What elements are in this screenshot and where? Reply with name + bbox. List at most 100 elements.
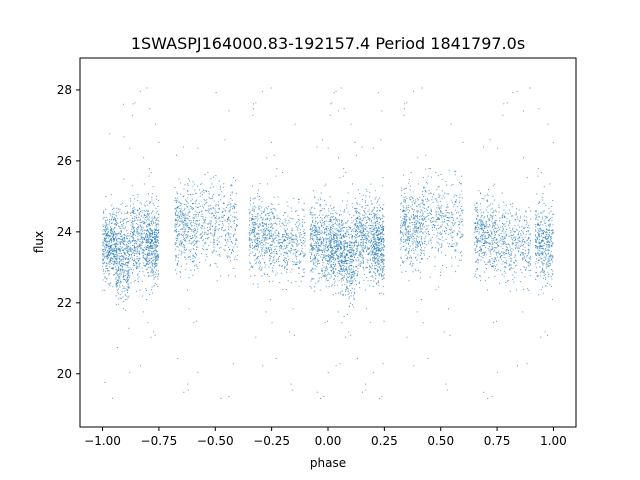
data-point <box>325 255 327 257</box>
data-point <box>123 223 125 224</box>
data-point <box>338 231 340 233</box>
data-point <box>154 244 156 246</box>
data-point <box>174 242 176 244</box>
data-point <box>117 217 119 219</box>
data-point <box>332 268 334 270</box>
data-point <box>146 255 148 257</box>
data-point <box>329 231 331 233</box>
data-point <box>105 256 107 258</box>
data-point <box>184 213 186 215</box>
data-point <box>324 215 326 217</box>
data-point <box>356 203 358 205</box>
data-point <box>105 229 107 231</box>
data-point <box>132 234 134 236</box>
data-point <box>342 256 344 258</box>
data-point <box>115 277 117 279</box>
data-point <box>321 139 323 141</box>
data-point <box>346 236 348 238</box>
data-point <box>182 212 183 214</box>
data-point <box>345 260 347 262</box>
data-point <box>123 243 125 245</box>
data-point <box>266 208 268 210</box>
data-point <box>137 246 139 248</box>
data-point <box>311 217 313 219</box>
data-point <box>176 235 178 237</box>
data-point <box>261 219 263 221</box>
data-point <box>116 207 118 209</box>
data-point <box>107 237 109 239</box>
data-point <box>383 220 385 222</box>
data-point <box>326 268 328 270</box>
data-point <box>261 249 263 251</box>
data-point <box>213 193 215 195</box>
data-point <box>382 262 384 264</box>
data-point <box>141 221 143 223</box>
data-point <box>267 247 269 249</box>
data-point <box>376 249 378 251</box>
data-point <box>153 233 155 235</box>
data-point <box>286 253 288 255</box>
data-point <box>156 257 158 259</box>
data-point <box>290 232 292 234</box>
data-point <box>209 204 211 206</box>
data-point <box>377 254 379 256</box>
data-point <box>379 222 381 224</box>
data-point <box>115 284 117 286</box>
data-point <box>137 239 139 241</box>
data-point <box>315 244 317 246</box>
data-point <box>116 282 118 284</box>
data-point <box>113 262 115 264</box>
data-point <box>337 256 339 258</box>
data-point <box>155 247 157 249</box>
data-point <box>103 262 105 264</box>
data-point <box>146 236 148 238</box>
data-point <box>128 287 130 289</box>
data-point <box>156 263 158 265</box>
data-point <box>156 233 158 235</box>
data-point <box>295 280 297 282</box>
data-point <box>184 209 185 211</box>
data-point <box>149 243 151 245</box>
data-point <box>153 277 155 279</box>
data-point <box>383 267 385 269</box>
data-point <box>336 253 338 255</box>
data-point <box>344 257 346 259</box>
data-point <box>354 208 356 210</box>
data-point <box>267 243 269 245</box>
data-point <box>113 253 115 255</box>
data-point <box>314 207 316 209</box>
data-point <box>235 211 237 213</box>
data-point <box>120 238 122 240</box>
data-point <box>282 248 284 250</box>
data-point <box>324 247 326 249</box>
data-point <box>133 239 135 241</box>
data-point <box>377 250 379 252</box>
data-point <box>270 209 272 211</box>
data-point <box>214 212 216 214</box>
data-point <box>326 275 328 277</box>
data-point <box>234 239 236 241</box>
data-point <box>350 254 352 256</box>
data-point <box>383 262 385 264</box>
data-point <box>268 281 270 283</box>
data-point <box>355 280 357 282</box>
data-point <box>374 239 376 241</box>
data-point <box>366 226 368 228</box>
data-point <box>270 211 272 213</box>
data-point <box>331 270 333 272</box>
data-point <box>364 211 366 213</box>
data-point <box>141 267 143 269</box>
data-point <box>334 285 336 287</box>
data-point <box>380 218 382 220</box>
data-point <box>201 228 203 230</box>
data-point <box>105 248 107 250</box>
data-point <box>375 251 377 253</box>
data-point <box>138 276 140 278</box>
data-point <box>332 239 334 241</box>
data-point <box>381 238 383 240</box>
data-point <box>115 212 117 214</box>
data-point <box>146 87 148 89</box>
data-point <box>318 228 320 230</box>
data-point <box>192 229 194 231</box>
data-point <box>155 249 157 251</box>
